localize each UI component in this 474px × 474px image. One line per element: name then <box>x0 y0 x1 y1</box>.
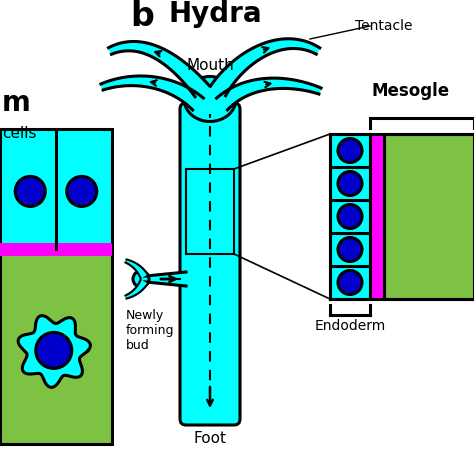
Circle shape <box>338 237 362 262</box>
Bar <box>0 243 112 255</box>
Circle shape <box>36 332 72 368</box>
Circle shape <box>338 172 362 195</box>
Bar <box>370 134 384 299</box>
Polygon shape <box>109 42 209 97</box>
Bar <box>384 134 474 299</box>
Text: cells: cells <box>2 126 36 141</box>
Text: Newly
forming
bud: Newly forming bud <box>126 309 174 352</box>
Text: Tentacle: Tentacle <box>355 19 412 33</box>
Bar <box>330 167 370 200</box>
Text: Foot: Foot <box>193 431 227 446</box>
Bar <box>186 169 234 254</box>
Bar <box>330 200 370 233</box>
Text: Hydra: Hydra <box>168 0 262 28</box>
Bar <box>330 233 370 266</box>
Circle shape <box>15 176 45 206</box>
Circle shape <box>133 271 149 287</box>
Polygon shape <box>217 78 321 110</box>
Bar <box>0 249 112 444</box>
Text: Mouth: Mouth <box>186 58 234 73</box>
Polygon shape <box>210 39 320 96</box>
Polygon shape <box>101 76 203 110</box>
Bar <box>330 266 370 299</box>
Circle shape <box>338 204 362 228</box>
Text: b: b <box>130 0 154 33</box>
Text: Endoderm: Endoderm <box>314 319 386 333</box>
Bar <box>0 129 112 249</box>
Ellipse shape <box>184 76 236 121</box>
Polygon shape <box>126 280 147 299</box>
Circle shape <box>67 176 97 206</box>
Polygon shape <box>18 316 91 387</box>
Circle shape <box>338 271 362 294</box>
Bar <box>330 134 370 167</box>
Circle shape <box>338 138 362 163</box>
Text: Mesogle: Mesogle <box>372 82 450 100</box>
Polygon shape <box>144 272 186 286</box>
Text: m: m <box>2 89 31 117</box>
Polygon shape <box>126 259 147 278</box>
FancyBboxPatch shape <box>180 103 240 425</box>
